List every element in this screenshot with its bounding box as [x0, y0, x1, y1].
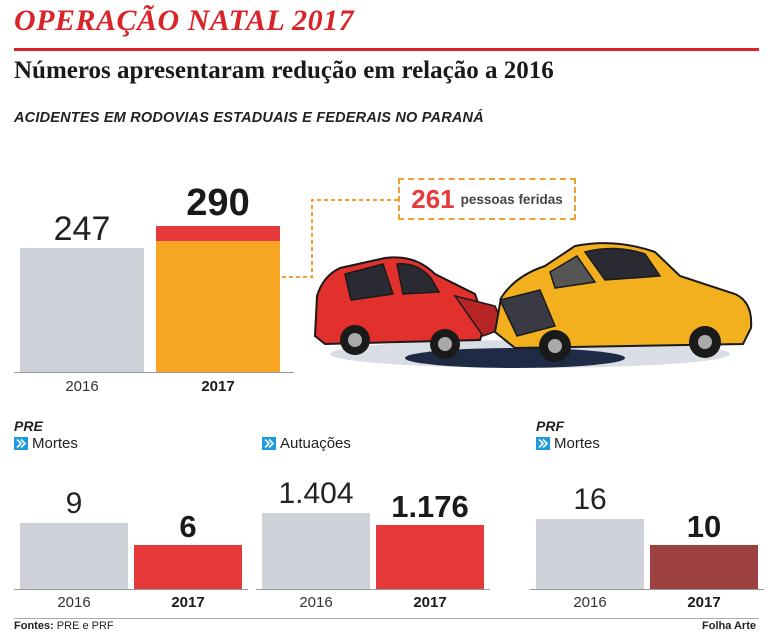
source-note: Fontes: PRE e PRF [14, 620, 114, 632]
value-label-2017: 290 [186, 182, 250, 224]
pre-mortes-baseline [14, 589, 248, 590]
pre-mortes-year-label-2016: 2016 [57, 594, 91, 611]
pre-autuacoes-value-label-2017: 1.176 [391, 489, 469, 525]
prf-mortes-year-label-2016: 2016 [573, 594, 607, 611]
group-label-pre: PRE [14, 418, 43, 434]
metric-label: Mortes [554, 435, 600, 452]
prf-mortes-bar-2017 [650, 545, 758, 589]
pre-autuacoes-year-label-2016: 2016 [299, 594, 333, 611]
metric-prf-mortes: Mortes [536, 435, 600, 452]
pre-autuacoes-year-label-2017: 2017 [413, 594, 447, 611]
bar-2017-injured [156, 240, 280, 372]
prf-mortes-baseline [530, 589, 764, 590]
pre-mortes-year-label-2017: 2017 [171, 594, 205, 611]
bar-2017-other [156, 226, 280, 241]
callout-leader-line [282, 199, 398, 278]
baseline [14, 372, 294, 373]
footer-rule [14, 618, 759, 619]
source-text: PRE e PRF [56, 620, 114, 632]
pre-autuacoes-value-label-2016: 1.404 [278, 477, 354, 510]
injured-callout: 261 pessoas feridas [398, 178, 576, 220]
prf-mortes-value-label-2016: 16 [573, 483, 607, 516]
car-crash-illustration [313, 242, 753, 368]
pre-autuacoes-bar-2016 [262, 513, 370, 589]
pre-mortes-value-label-2016: 9 [65, 487, 83, 520]
metric-autuacoes: Autuações [262, 435, 351, 452]
metric-label: Autuações [280, 435, 351, 452]
pre-mortes-bar-2016 [20, 523, 128, 589]
pre-autuacoes-baseline [256, 589, 490, 590]
page-subtitle: Números apresentaram redução em relação … [14, 57, 554, 84]
pre-autuacoes-bar-2017 [376, 525, 484, 589]
title-rule [14, 48, 759, 51]
metric-label: Mortes [32, 435, 78, 452]
year-label-2017: 2017 [201, 378, 235, 395]
pre-mortes-bar-2017 [134, 545, 242, 589]
prf-mortes-value-label-2017: 10 [686, 509, 722, 545]
source-label: Fontes: [14, 620, 54, 632]
injured-count: 261 [411, 183, 455, 214]
pre-mortes-value-label-2017: 6 [179, 509, 197, 544]
chevron-right-icon [536, 437, 550, 450]
section-label: ACIDENTES EM RODOVIAS ESTADUAIS E FEDERA… [14, 110, 484, 126]
prf-mortes-year-label-2017: 2017 [687, 594, 721, 611]
chevron-right-icon [14, 437, 28, 450]
prf-mortes-bar-2016 [536, 519, 644, 589]
bar-2016 [20, 247, 144, 372]
page-title: OPERAÇÃO NATAL 2017 [14, 4, 355, 37]
year-label-2016: 2016 [65, 378, 99, 395]
injured-label: pessoas feridas [460, 191, 563, 207]
metric-pre-mortes: Mortes [14, 435, 78, 452]
value-label-2016: 247 [53, 209, 111, 248]
chevron-right-icon [262, 437, 276, 450]
group-label-prf: PRF [536, 418, 564, 434]
credit: Folha Arte [702, 620, 756, 632]
